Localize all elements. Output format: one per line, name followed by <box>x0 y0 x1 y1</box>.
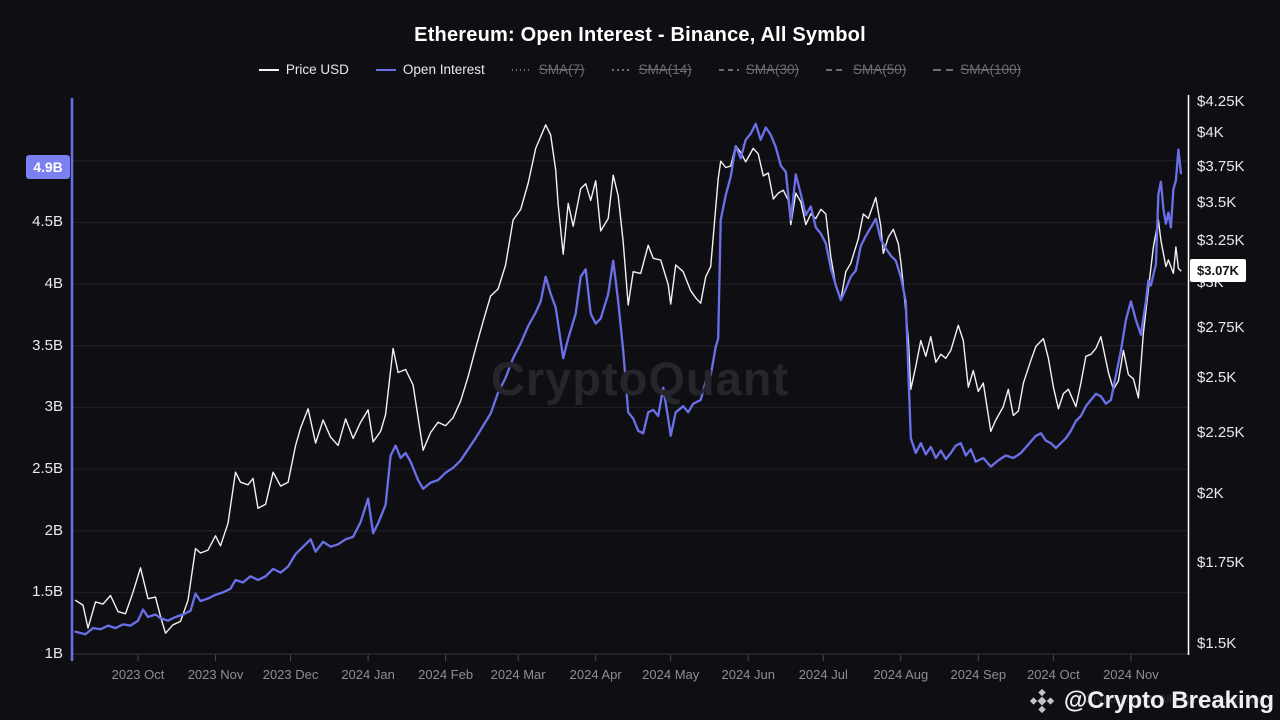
y-axis-label-left: 4B <box>44 275 63 293</box>
y-axis-label-left: 3B <box>44 398 63 416</box>
x-axis-label: 2024 Sep <box>950 667 1007 682</box>
open-interest-line <box>74 122 1183 636</box>
legend-item-sma-50-[interactable]: SMA(50) <box>826 62 906 77</box>
y-axis-label-right: $2.25K <box>1197 423 1245 441</box>
y-axis-label-left: 1.5B <box>32 583 63 601</box>
legend-swatch-icon <box>611 68 632 71</box>
y-axis-label-right: $2.5K <box>1197 368 1237 386</box>
copyright-text: © CryptoQuant. All Rights Reserved <box>1072 692 1264 706</box>
legend-item-label: SMA(100) <box>960 62 1022 77</box>
legend-swatch-icon <box>933 68 954 71</box>
legend-item-label: SMA(14) <box>638 62 692 77</box>
legend-item-label: SMA(7) <box>538 62 585 77</box>
y-axis-label-left: 2B <box>44 521 63 539</box>
x-axis-label: 2023 Nov <box>187 667 244 682</box>
credit-watermark: @Crypto Breaking <box>1029 687 1274 715</box>
y-axis-label-right: $2K <box>1197 484 1224 502</box>
y-axis-label-right: $3.5K <box>1197 193 1237 211</box>
y-axis-label-right: $3.25K <box>1197 232 1245 250</box>
y-axis-label-right: $1.75K <box>1197 554 1245 572</box>
y-axis-label-left: 1B <box>44 645 63 662</box>
legend-swatch-icon <box>258 68 279 71</box>
x-axis-label: 2024 Mar <box>490 667 546 682</box>
legend-item-label: Price USD <box>285 62 349 77</box>
legend-item-open-interest[interactable]: Open Interest <box>375 62 485 77</box>
y-axis-label-right: $4K <box>1197 124 1224 142</box>
y-axis-label-right: $4.25K <box>1197 92 1245 110</box>
legend-swatch-icon <box>718 68 739 71</box>
y-axis-label-left: 4.5B <box>32 213 63 231</box>
x-axis-label: 2024 Feb <box>418 667 474 682</box>
cryptoquant-watermark: CryptoQuant <box>490 352 790 405</box>
x-axis-label: 2023 Dec <box>262 667 319 682</box>
legend-item-label: SMA(30) <box>745 62 800 77</box>
x-axis-label: 2023 Oct <box>111 667 165 682</box>
y-axis-label-right: $1.5K <box>1197 634 1237 652</box>
legend-item-label: SMA(50) <box>853 62 907 77</box>
x-axis-label: 2024 Apr <box>569 667 622 682</box>
page-title: Ethereum: Open Interest - Binance, All S… <box>414 24 866 46</box>
price-usd-line <box>74 124 1182 634</box>
x-axis-label: 2024 Jul <box>798 667 848 682</box>
x-axis-label: 2024 Nov <box>1103 667 1159 682</box>
legend-item-sma-7-[interactable]: SMA(7) <box>511 62 585 77</box>
legend-item-label: Open Interest <box>402 62 485 77</box>
x-axis-label: 2024 Aug <box>873 667 929 682</box>
legend-item-price-usd[interactable]: Price USD <box>258 62 349 77</box>
x-axis-label: 2024 Jan <box>341 667 395 682</box>
credit-handle: @Crypto Breaking <box>1063 687 1274 714</box>
legend-swatch-icon <box>511 68 532 71</box>
y-axis-label-left: 2.5B <box>32 460 63 478</box>
y-axis-label-left: 3.5B <box>32 336 63 354</box>
legend-item-sma-100-[interactable]: SMA(100) <box>933 62 1021 77</box>
legend-item-sma-30-[interactable]: SMA(30) <box>718 62 800 77</box>
legend-swatch-icon <box>826 68 847 71</box>
open-interest-last-value-badge: 4.9B <box>26 155 70 180</box>
legend-swatch-icon <box>375 68 396 71</box>
binance-logo-icon <box>1029 688 1055 714</box>
price-last-value-badge: $3.07K <box>1190 258 1246 282</box>
x-axis-label: 2024 Oct <box>1026 667 1080 682</box>
x-axis-label: 2024 May <box>642 667 700 682</box>
chart-legend: Price USD Open Interest SMA(7) SMA(14) SMA(3… <box>0 62 1280 77</box>
x-axis-label: 2024 Jun <box>721 667 775 682</box>
y-axis-label-right: $2.75K <box>1197 319 1245 337</box>
y-axis-label-right: $3.75K <box>1197 157 1245 175</box>
legend-item-sma-14-[interactable]: SMA(14) <box>611 62 692 77</box>
